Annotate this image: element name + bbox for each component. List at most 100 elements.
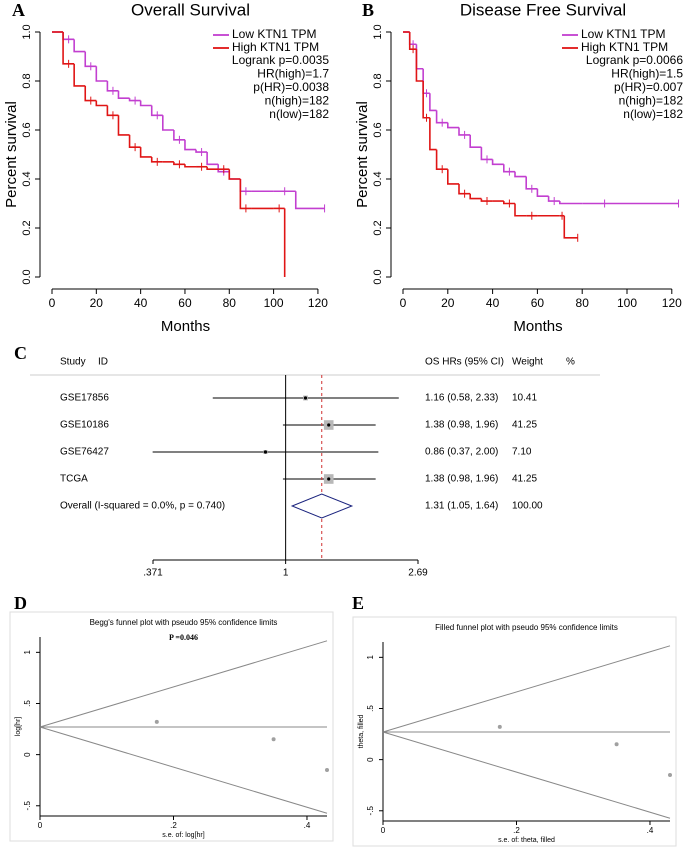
y-tick-label: 0.0 [372,269,384,284]
survival-step [117,115,130,136]
survival-step [415,44,424,70]
panel-letter: B [362,0,374,20]
point-estimate [327,477,331,481]
x-tick-label: .4 [304,821,311,830]
x-tick-label: .4 [647,826,654,835]
chart-title: Overall Survival [131,0,250,19]
y-tick-label: 0 [366,757,375,762]
survival-step [173,161,185,166]
hr-label: 1.38 (0.98, 1.96) [425,420,498,431]
y-tick-label: 1.0 [21,24,33,39]
survival-step [514,171,527,178]
survival-step [173,130,185,141]
survival-step [195,149,208,153]
y-tick-label: 0.8 [21,73,33,88]
pseudo-limit [382,731,671,819]
legend-label: Low KTN1 TPM [232,27,316,41]
annotation: p(HR)=0.007 [614,80,683,94]
study-point [497,724,502,729]
hr-label: 1.38 (0.98, 1.96) [425,474,498,485]
pseudo-limit [39,726,328,814]
header: ID [98,357,108,368]
y-axis-label: theta, filled [358,714,365,748]
survival-step [62,32,75,65]
survival-step [480,198,493,202]
panel-letter: C [14,343,27,363]
survival-step [217,164,230,173]
chart-title: Begg's funnel plot with pseudo 95% confi… [90,618,278,627]
point-estimate [303,396,308,400]
survival-step [95,66,108,82]
y-tick-label: -.5 [23,801,32,811]
x-tick-label: 0 [381,826,386,835]
survival-step [559,201,583,205]
annotation: P =0.046 [169,633,198,642]
survival-step [429,93,437,112]
header: Weight [512,357,543,368]
study-point [154,719,159,724]
survival-step [469,134,482,148]
x-tick-label: 0 [400,296,407,310]
study-label: GSE10186 [60,420,109,431]
y-tick-label: .5 [366,705,375,712]
y-tick-label: -.5 [366,806,375,816]
x-tick-label: 60 [178,296,192,310]
survival-step [415,49,424,82]
survival-step [525,176,538,190]
survival-step [536,188,549,197]
panel-letter: E [352,593,364,613]
survival-step [458,183,471,195]
x-tick-label: 120 [662,296,682,310]
point-estimate [327,423,331,427]
survival-step [117,90,130,99]
x-tick-label: 1 [283,568,289,579]
y-tick-label: .5 [23,700,32,707]
x-tick-label: 100 [617,296,637,310]
survival-step [106,81,119,92]
survival-step [422,81,430,119]
y-axis-label: Percent survival [354,101,371,208]
x-tick-label: 100 [264,296,284,310]
survival-step [73,39,86,53]
study-label: GSE17856 [60,393,109,404]
y-tick-label: 0.8 [372,73,384,88]
survival-step [184,139,197,151]
survival-step [206,166,219,170]
annotation: n(high)=182 [619,94,684,108]
x-tick-label: 120 [308,296,328,310]
x-axis-label: s.e. of: log[hr] [162,832,204,839]
y-tick-label: 0 [23,752,32,757]
legend-label: Low KTN1 TPM [581,27,665,41]
overall-diamond [290,493,354,519]
survival-step [150,156,163,163]
y-tick-label: 0.6 [372,122,384,137]
survival-step [139,100,152,107]
x-tick-label: .371 [143,568,163,579]
survival-step [435,149,448,170]
survival-step [547,196,560,202]
survival-step [206,152,219,166]
survival-step [514,203,527,217]
hr-label: 0.86 (0.37, 2.00) [425,447,498,458]
y-axis-label: log[hr] [15,717,22,737]
study-label: TCGA [60,474,88,485]
survival-step [503,164,515,173]
hr-label: 1.31 (1.05, 1.64) [425,501,498,512]
x-tick-label: 80 [223,296,237,310]
study-label: GSE76427 [60,447,109,458]
survival-step [563,215,578,239]
x-tick-label: 20 [90,296,104,310]
panel-letter: A [12,0,25,20]
x-tick-label: 2.69 [408,568,428,579]
y-axis-label: Percent survival [3,101,20,208]
weight-label: 41.25 [512,474,537,485]
survival-step [84,85,97,102]
y-tick-label: 0.2 [21,220,33,235]
x-tick-label: 60 [531,296,545,310]
x-tick-label: 80 [576,296,590,310]
header: % [566,357,575,368]
survival-step [73,63,86,87]
y-tick-label: 1.0 [372,24,384,39]
point-estimate [263,450,268,454]
